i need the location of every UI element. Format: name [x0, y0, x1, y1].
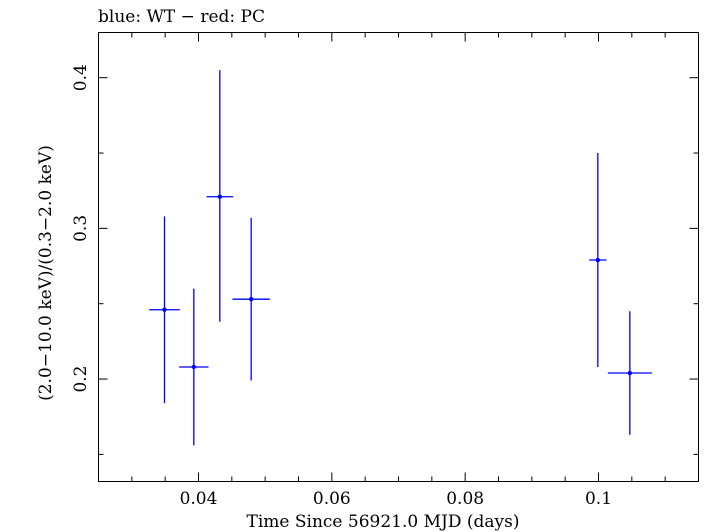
chart-title: blue: WT − red: PC — [98, 7, 265, 27]
y-tick-label: 0.3 — [71, 215, 91, 242]
data-point — [179, 288, 209, 446]
y-axis-label: (2.0−10.0 keV)/(0.3−2.0 keV) — [36, 145, 56, 401]
data-marker — [248, 296, 254, 302]
x-axis-tick-labels: 0.04 0.06 0.08 0.1 — [180, 489, 612, 509]
data-marker — [217, 194, 223, 199]
data-marker — [162, 307, 167, 312]
y-axis-tick-labels: 0.2 0.3 0.4 — [71, 64, 91, 392]
x-tick-label: 0.08 — [446, 489, 484, 509]
data-point — [206, 70, 234, 322]
x-tick-label: 0.06 — [313, 489, 351, 509]
data-series-blue — [149, 70, 652, 446]
x-axis-ticks — [131, 32, 666, 482]
data-point — [149, 216, 180, 404]
data-marker — [595, 257, 601, 263]
data-point — [232, 217, 270, 381]
plot-frame — [98, 32, 699, 482]
y-axis-ticks — [98, 77, 699, 455]
data-point — [607, 311, 652, 435]
x-tick-label: 0.04 — [180, 489, 218, 509]
data-point — [589, 153, 607, 367]
data-marker — [191, 364, 197, 370]
x-tick-label: 0.1 — [585, 489, 612, 509]
y-tick-label: 0.4 — [71, 64, 91, 91]
data-marker — [627, 370, 633, 376]
x-axis-label: Time Since 56921.0 MJD (days) — [247, 512, 520, 532]
y-tick-label: 0.2 — [71, 366, 91, 393]
